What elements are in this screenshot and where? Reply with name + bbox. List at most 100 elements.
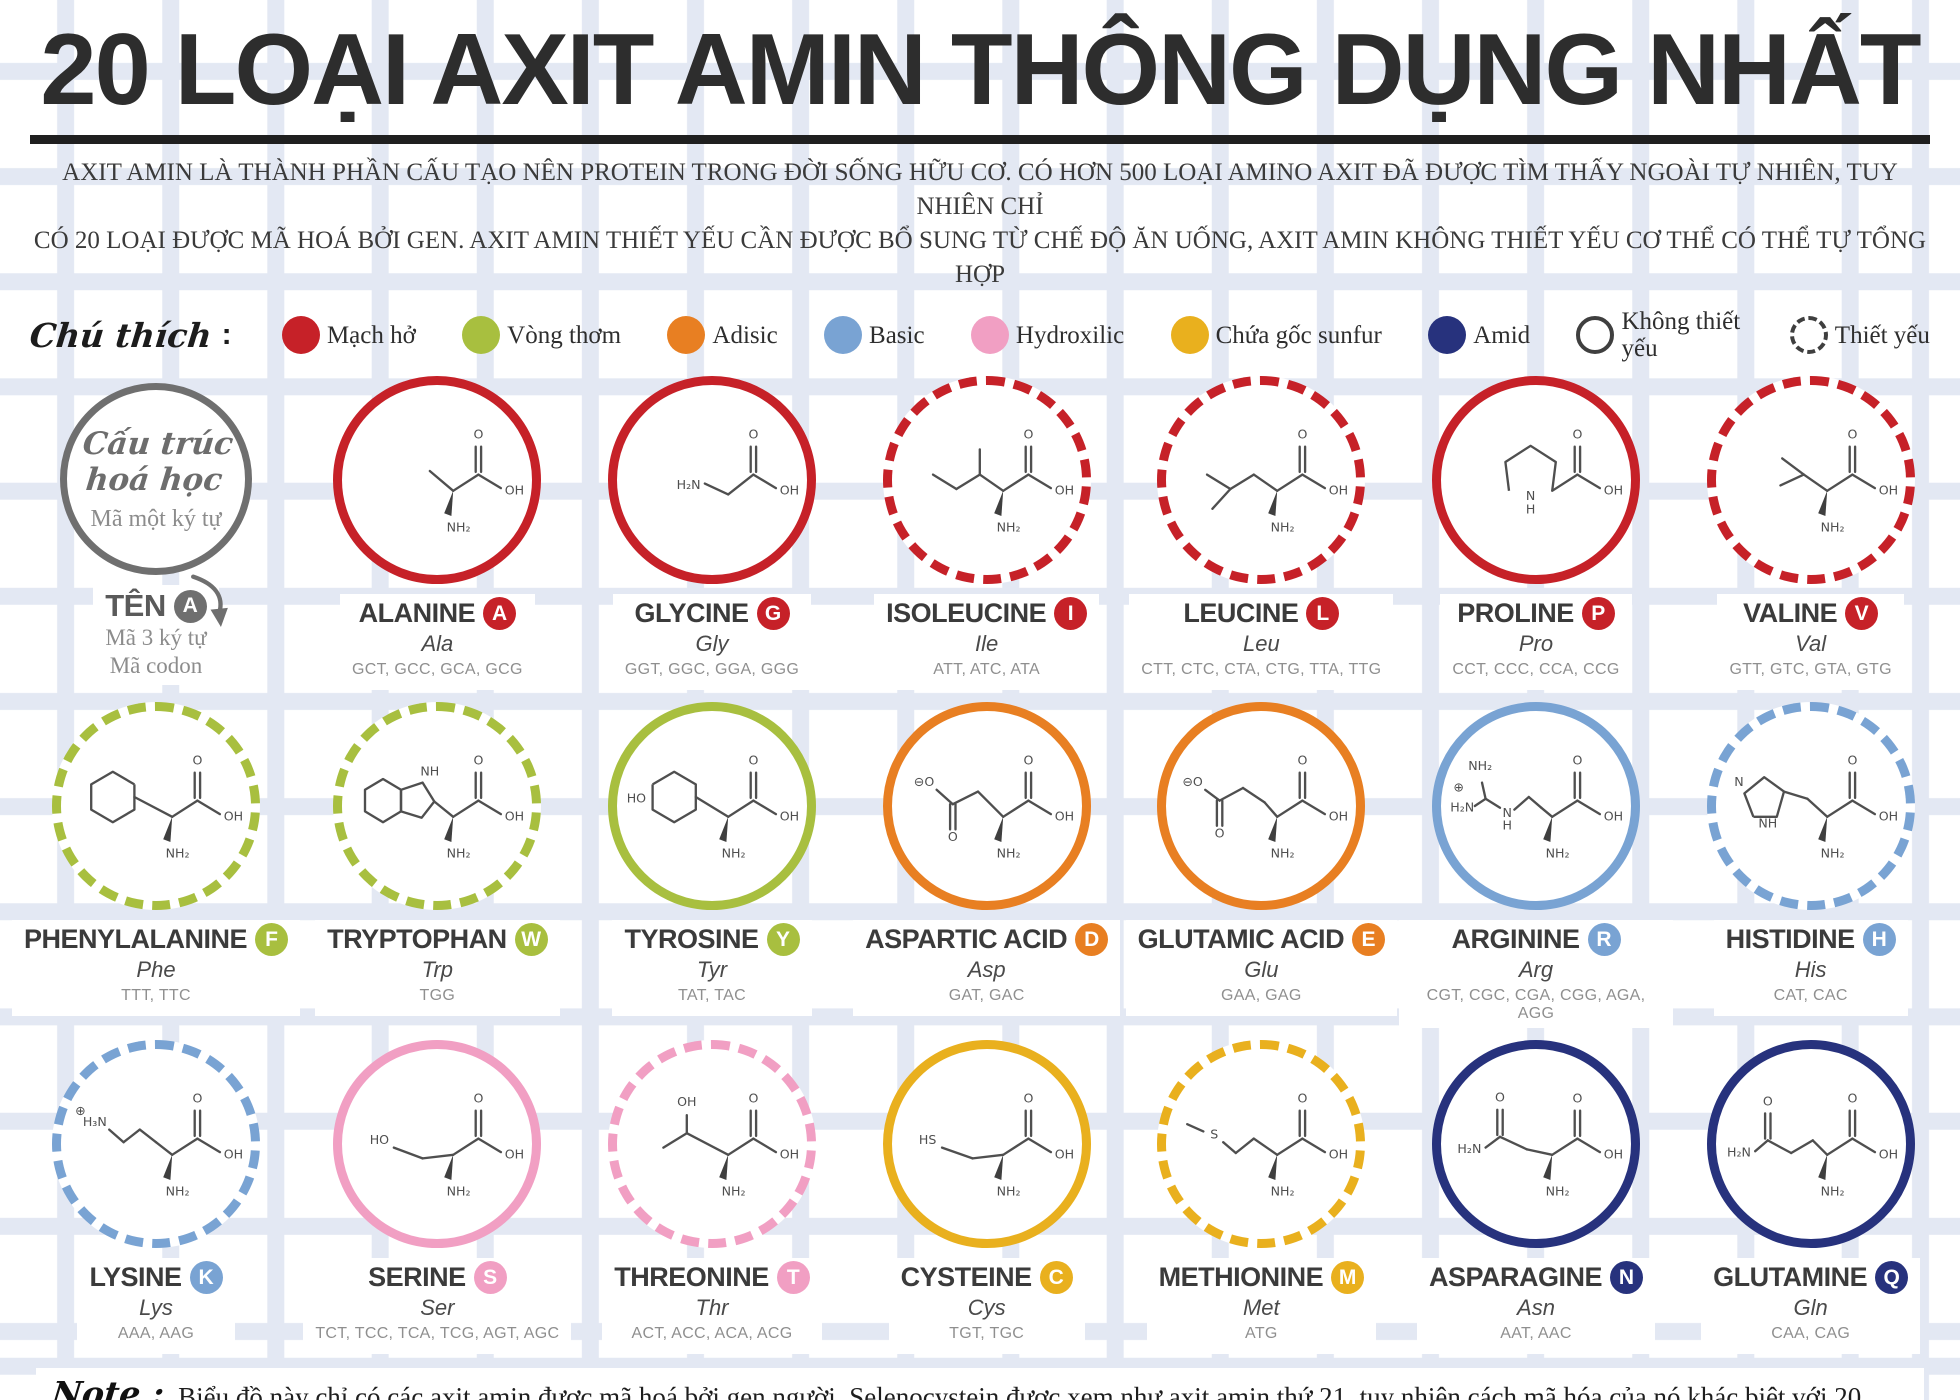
legend-heading: Chú thích :: [28, 316, 236, 355]
svg-text:O: O: [748, 753, 758, 768]
svg-text:NH₂: NH₂: [447, 519, 471, 534]
svg-text:O: O: [1847, 1091, 1857, 1106]
three-letter-code: Glu: [1244, 957, 1279, 983]
svg-text:NH₂: NH₂: [1546, 1183, 1570, 1198]
acid-label-block: CYSTEINE C Cys TGT, TGC: [888, 1258, 1085, 1355]
chemical-structure-thr: OH O OH NH₂: [662, 1091, 799, 1198]
three-letter-code: Thr: [695, 1295, 729, 1321]
acid-label-block: GLYCINE G Gly GGT, GGC, GGA, GGG: [612, 594, 812, 691]
legend: Chú thích : Mạch hở Vòng thơm Adisic Basic H…: [28, 304, 1930, 366]
curved-arrow-icon: [191, 574, 228, 628]
acid-name: ISOLEUCINE: [886, 598, 1047, 629]
legend-item-8: Thiết yếu: [1789, 316, 1930, 355]
structure-circle-lys: ⊕ H₃N O OH NH₂: [52, 1040, 260, 1249]
chemical-structure-asn: H₂N O O OH NH₂: [1457, 1090, 1623, 1199]
three-letter-code: Trp: [421, 957, 454, 983]
svg-text:NH₂: NH₂: [1820, 845, 1844, 860]
chemical-structure-gly: H₂N O OH: [677, 427, 799, 498]
acid-label-block: ASPARTIC ACID D Asp GAT, GAC: [853, 920, 1121, 1017]
legend-swatch-outline: [1576, 316, 1615, 355]
chemical-structure-leu: O OH NH₂: [1206, 427, 1348, 534]
svg-text:OH: OH: [1878, 808, 1897, 823]
svg-text:H₂N: H₂N: [1457, 1141, 1481, 1156]
legend-item-label: Mạch hở: [326, 321, 416, 349]
svg-text:NH₂: NH₂: [447, 1183, 471, 1198]
acid-label-block: ISOLEUCINE I Ile ATT, ATC, ATA: [874, 594, 1100, 691]
codon-list: GGT, GGC, GGA, GGG: [624, 661, 800, 679]
acid-name: GLUTAMIC ACID: [1137, 924, 1345, 955]
codon-list: GCT, GCC, GCA, GCG: [351, 661, 523, 679]
acid-cell-ala: O OH NH₂ ALANINE A Ala GCT, GCC, GCA, GCG: [300, 376, 575, 691]
svg-text:OH: OH: [1054, 808, 1073, 823]
svg-text:O: O: [474, 1091, 484, 1106]
svg-text:O: O: [748, 1091, 758, 1106]
acid-name: GLUTAMINE: [1713, 1262, 1868, 1293]
three-letter-code: Lys: [139, 1295, 173, 1321]
acid-cell-his: N NH O OH NH₂ HISTIDINE H His CAT, CAC: [1673, 702, 1948, 1028]
codon-list: AAA, AAG: [117, 1325, 195, 1343]
acid-label-block: TRYPTOPHAN W Trp TGG: [315, 920, 560, 1017]
svg-text:⊕: ⊕: [75, 1103, 86, 1118]
one-letter-badge: N: [1610, 1261, 1644, 1295]
svg-text:⊖O: ⊖O: [1183, 774, 1204, 789]
structure-circle-cys: HS O OH NH₂: [882, 1040, 1091, 1249]
structure-circle-phe: O OH NH₂: [52, 702, 260, 911]
acid-label-block: VALINE V Val GTT, GTC, GTA, GTG: [1717, 594, 1904, 691]
svg-text:HO: HO: [370, 1132, 389, 1147]
svg-text:N: N: [1734, 774, 1743, 789]
example-letter-badge: A: [173, 589, 207, 623]
acid-cell-cys: HS O OH NH₂ CYSTEINE C Cys TGT, TGC: [849, 1040, 1124, 1355]
structure-circle-his: N NH O OH NH₂: [1706, 702, 1915, 911]
three-letter-code: Pro: [1518, 631, 1554, 657]
divider-top: [30, 135, 1930, 145]
legend-item-4: Hydroxilic: [970, 316, 1124, 355]
codon-list: TTT, TTC: [121, 987, 191, 1005]
chemical-structure-lys: ⊕H₃N O OH NH₂: [75, 1091, 243, 1199]
one-letter-badge: C: [1039, 1261, 1073, 1295]
note-text: Biểu đồ này chỉ có các axit amin được mã…: [178, 1382, 1862, 1400]
codon-list: GAT, GAC: [948, 987, 1025, 1005]
structure-circle-thr: OH O OH NH₂: [608, 1040, 816, 1249]
svg-text:OH: OH: [505, 808, 524, 823]
legend-item-label: Chứa gốc sunfur: [1215, 321, 1382, 349]
codon-list: CAA, CAG: [1771, 1325, 1851, 1343]
svg-text:⊕: ⊕: [1453, 780, 1464, 795]
chemical-structure-ser: HO O OH NH₂: [370, 1091, 524, 1199]
svg-text:S: S: [1211, 1127, 1219, 1142]
svg-text:OH: OH: [224, 808, 243, 823]
structure-circle-arg: NH₂ ⊕ H₂N N H O OH NH₂: [1432, 702, 1640, 911]
legend-colon: :: [221, 318, 232, 352]
svg-text:O: O: [1495, 1090, 1505, 1105]
svg-text:O: O: [1215, 826, 1225, 841]
legend-swatch-solid: [462, 316, 501, 355]
legend-item-label: Vòng thơm: [507, 321, 622, 349]
svg-text:N: N: [1502, 805, 1511, 820]
svg-text:OH: OH: [780, 482, 799, 497]
svg-text:NH₂: NH₂: [447, 845, 471, 860]
amino-acid-grid: Cấu trúc hoá học Mã một ký tự TÊN A Mã 3…: [12, 376, 1948, 1355]
svg-text:O: O: [1847, 427, 1857, 442]
acid-name: SERINE: [368, 1262, 466, 1293]
chemical-structure-asp: ⊖O O O OH NH₂: [913, 753, 1073, 861]
three-letter-code: Cys: [967, 1295, 1006, 1321]
legend-item-7: Không thiết yếu: [1576, 308, 1743, 362]
acid-cell-ile: O OH NH₂ ISOLEUCINE I Ile ATT, ATC, ATA: [849, 376, 1124, 691]
acid-cell-gly: H₂N O OH GLYCINE G Gly GGT, GGC, GGA, GGG: [575, 376, 850, 691]
acid-name: HISTIDINE: [1725, 924, 1856, 955]
svg-text:O: O: [1298, 1091, 1308, 1106]
three-letter-code: His: [1794, 957, 1827, 983]
svg-text:OH: OH: [1604, 482, 1623, 497]
one-letter-badge: I: [1054, 597, 1088, 631]
codon-list: CTT, CTC, CTA, CTG, TTA, TTG: [1141, 661, 1382, 679]
example-circle-subtitle: Mã một ký tự: [90, 505, 222, 532]
one-letter-badge: R: [1587, 923, 1621, 957]
codon-list: TAT, TAC: [678, 987, 746, 1005]
one-letter-badge: S: [473, 1261, 507, 1295]
acid-label-block: SERINE S Ser TCT, TCC, TCA, TCG, AGT, AGC: [303, 1258, 572, 1355]
note: Note : Biểu đồ này chỉ có các axit amin …: [36, 1368, 1924, 1400]
structure-circle-leu: O OH NH₂: [1157, 376, 1366, 585]
one-letter-badge: Q: [1875, 1261, 1909, 1295]
svg-text:OH: OH: [1604, 808, 1623, 823]
three-letter-code: Val: [1795, 631, 1827, 657]
